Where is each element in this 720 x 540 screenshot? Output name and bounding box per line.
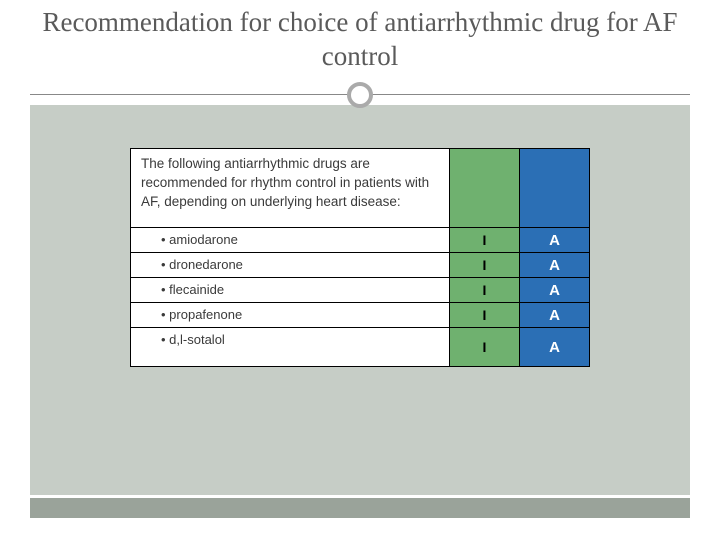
drug-name: d,l-sotalol (131, 328, 449, 366)
class-cell: I (449, 253, 519, 277)
level-cell: A (519, 253, 589, 277)
table-header-row: The following antiarrhythmic drugs are r… (131, 149, 589, 228)
drug-name: dronedarone (131, 253, 449, 277)
level-cell: A (519, 303, 589, 327)
table-row: d,l-sotalol I A (131, 328, 589, 366)
class-cell: I (449, 278, 519, 302)
circle-ornament-icon (347, 82, 373, 108)
header-text: The following antiarrhythmic drugs are r… (131, 149, 449, 227)
drug-name: flecainide (131, 278, 449, 302)
level-cell: A (519, 228, 589, 252)
table-row: amiodarone I A (131, 228, 589, 253)
header-class-cell (449, 149, 519, 227)
table-row: dronedarone I A (131, 253, 589, 278)
table-row: flecainide I A (131, 278, 589, 303)
drug-name: propafenone (131, 303, 449, 327)
header-level-cell (519, 149, 589, 227)
class-cell: I (449, 303, 519, 327)
class-cell: I (449, 228, 519, 252)
slide: Recommendation for choice of antiarrhyth… (0, 0, 720, 540)
recommendation-table: The following antiarrhythmic drugs are r… (130, 148, 590, 367)
footer-bar (30, 498, 690, 518)
slide-title: Recommendation for choice of antiarrhyth… (40, 6, 680, 74)
level-cell: A (519, 278, 589, 302)
title-area: Recommendation for choice of antiarrhyth… (0, 0, 720, 74)
level-cell: A (519, 328, 589, 366)
table-row: propafenone I A (131, 303, 589, 328)
class-cell: I (449, 328, 519, 366)
drug-name: amiodarone (131, 228, 449, 252)
